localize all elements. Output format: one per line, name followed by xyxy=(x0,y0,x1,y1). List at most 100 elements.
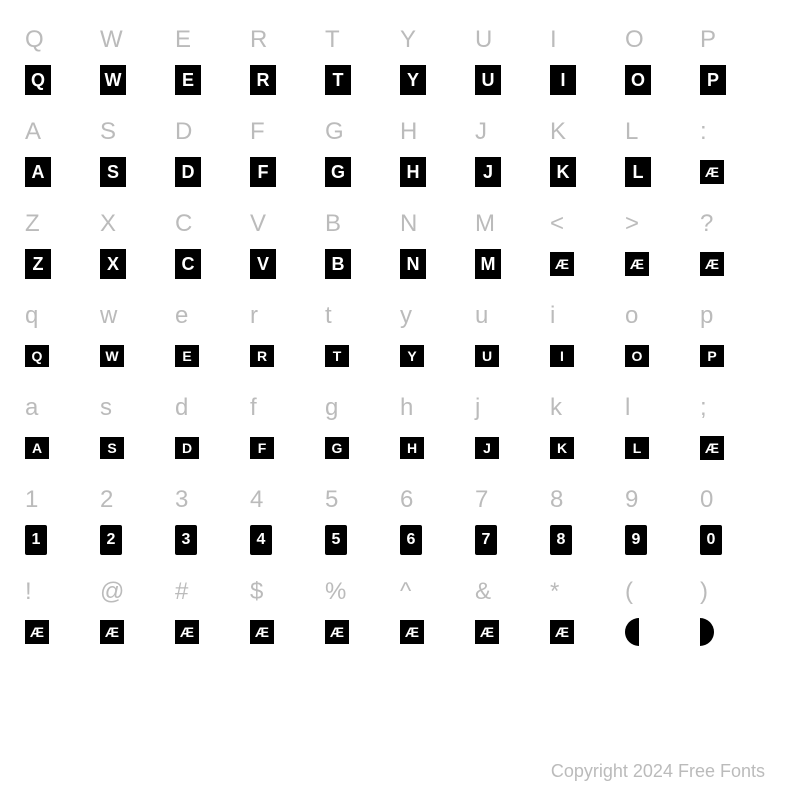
glyph-wrap: 8 xyxy=(550,522,572,558)
glyph: O xyxy=(625,345,649,367)
glyph: I xyxy=(550,65,576,95)
character-map-grid: QQWWEERRTTYYUUIIOOPPAASSDDFFGGHHJJKKLL:Æ… xyxy=(25,20,775,664)
char-label: F xyxy=(250,114,265,150)
glyph: Æ xyxy=(550,620,574,644)
char-cell: !Æ xyxy=(25,572,100,664)
char-cell: RR xyxy=(250,20,325,112)
glyph-wrap: Æ xyxy=(550,614,574,650)
char-cell: ^Æ xyxy=(400,572,475,664)
char-cell: JJ xyxy=(475,112,550,204)
char-label: V xyxy=(250,206,266,242)
glyph-wrap: Q xyxy=(25,62,51,98)
char-cell: AA xyxy=(25,112,100,204)
char-cell: wW xyxy=(100,296,175,388)
glyph: L xyxy=(625,437,649,459)
char-label: % xyxy=(325,574,346,610)
glyph-wrap: J xyxy=(475,430,499,466)
char-cell: 55 xyxy=(325,480,400,572)
char-label: f xyxy=(250,390,257,426)
char-cell: EE xyxy=(175,20,250,112)
glyph-wrap xyxy=(700,614,714,650)
glyph-wrap: O xyxy=(625,62,651,98)
glyph-wrap: L xyxy=(625,430,649,466)
glyph: Y xyxy=(400,345,424,367)
glyph: R xyxy=(250,65,276,95)
char-label: y xyxy=(400,298,412,334)
char-cell: ZZ xyxy=(25,204,100,296)
glyph: Æ xyxy=(475,620,499,644)
glyph-wrap: K xyxy=(550,154,576,190)
char-label: Q xyxy=(25,22,44,58)
char-cell: 33 xyxy=(175,480,250,572)
glyph: P xyxy=(700,65,726,95)
glyph-wrap: U xyxy=(475,338,499,374)
char-cell: OO xyxy=(625,20,700,112)
glyph-wrap: 7 xyxy=(475,522,497,558)
char-cell: gG xyxy=(325,388,400,480)
char-label: 5 xyxy=(325,482,338,518)
char-label: L xyxy=(625,114,638,150)
glyph: Æ xyxy=(25,620,49,644)
glyph: E xyxy=(175,345,199,367)
glyph xyxy=(700,618,714,646)
char-label: 0 xyxy=(700,482,713,518)
glyph: X xyxy=(100,249,126,279)
char-cell: HH xyxy=(400,112,475,204)
glyph-wrap: 3 xyxy=(175,522,197,558)
char-cell: UU xyxy=(475,20,550,112)
char-cell: TT xyxy=(325,20,400,112)
char-label: a xyxy=(25,390,38,426)
glyph: U xyxy=(475,345,499,367)
char-cell: 66 xyxy=(400,480,475,572)
char-cell: SS xyxy=(100,112,175,204)
char-label: ) xyxy=(700,574,708,610)
glyph-wrap: P xyxy=(700,338,724,374)
char-cell: pP xyxy=(700,296,775,388)
glyph: G xyxy=(325,437,349,459)
char-label: j xyxy=(475,390,480,426)
glyph: T xyxy=(325,65,351,95)
glyph: O xyxy=(625,65,651,95)
glyph-wrap: H xyxy=(400,430,424,466)
char-label: q xyxy=(25,298,38,334)
glyph-wrap: Æ xyxy=(475,614,499,650)
char-cell: KK xyxy=(550,112,625,204)
char-label: 4 xyxy=(250,482,263,518)
glyph: S xyxy=(100,437,124,459)
glyph: C xyxy=(175,249,201,279)
char-cell: ?Æ xyxy=(700,204,775,296)
char-label: D xyxy=(175,114,192,150)
char-cell: %Æ xyxy=(325,572,400,664)
glyph: A xyxy=(25,157,51,187)
char-label: d xyxy=(175,390,188,426)
glyph: 7 xyxy=(475,525,497,555)
char-label: 2 xyxy=(100,482,113,518)
char-label: o xyxy=(625,298,638,334)
glyph: Æ xyxy=(700,252,724,276)
char-cell: ) xyxy=(700,572,775,664)
char-cell: #Æ xyxy=(175,572,250,664)
glyph: Æ xyxy=(550,252,574,276)
glyph: Æ xyxy=(325,620,349,644)
glyph: H xyxy=(400,157,426,187)
char-label: O xyxy=(625,22,644,58)
char-label: 8 xyxy=(550,482,563,518)
glyph-wrap: E xyxy=(175,62,201,98)
glyph-wrap: Æ xyxy=(25,614,49,650)
char-cell: II xyxy=(550,20,625,112)
glyph: M xyxy=(475,249,501,279)
char-cell: rR xyxy=(250,296,325,388)
glyph: Q xyxy=(25,65,51,95)
char-cell: YY xyxy=(400,20,475,112)
glyph-wrap: Æ xyxy=(400,614,424,650)
char-cell: eE xyxy=(175,296,250,388)
glyph: L xyxy=(625,157,651,187)
char-cell: ( xyxy=(625,572,700,664)
glyph: G xyxy=(325,157,351,187)
char-label: R xyxy=(250,22,267,58)
char-cell: PP xyxy=(700,20,775,112)
glyph-wrap: M xyxy=(475,246,501,282)
char-cell: FF xyxy=(250,112,325,204)
glyph: N xyxy=(400,249,426,279)
char-cell: XX xyxy=(100,204,175,296)
